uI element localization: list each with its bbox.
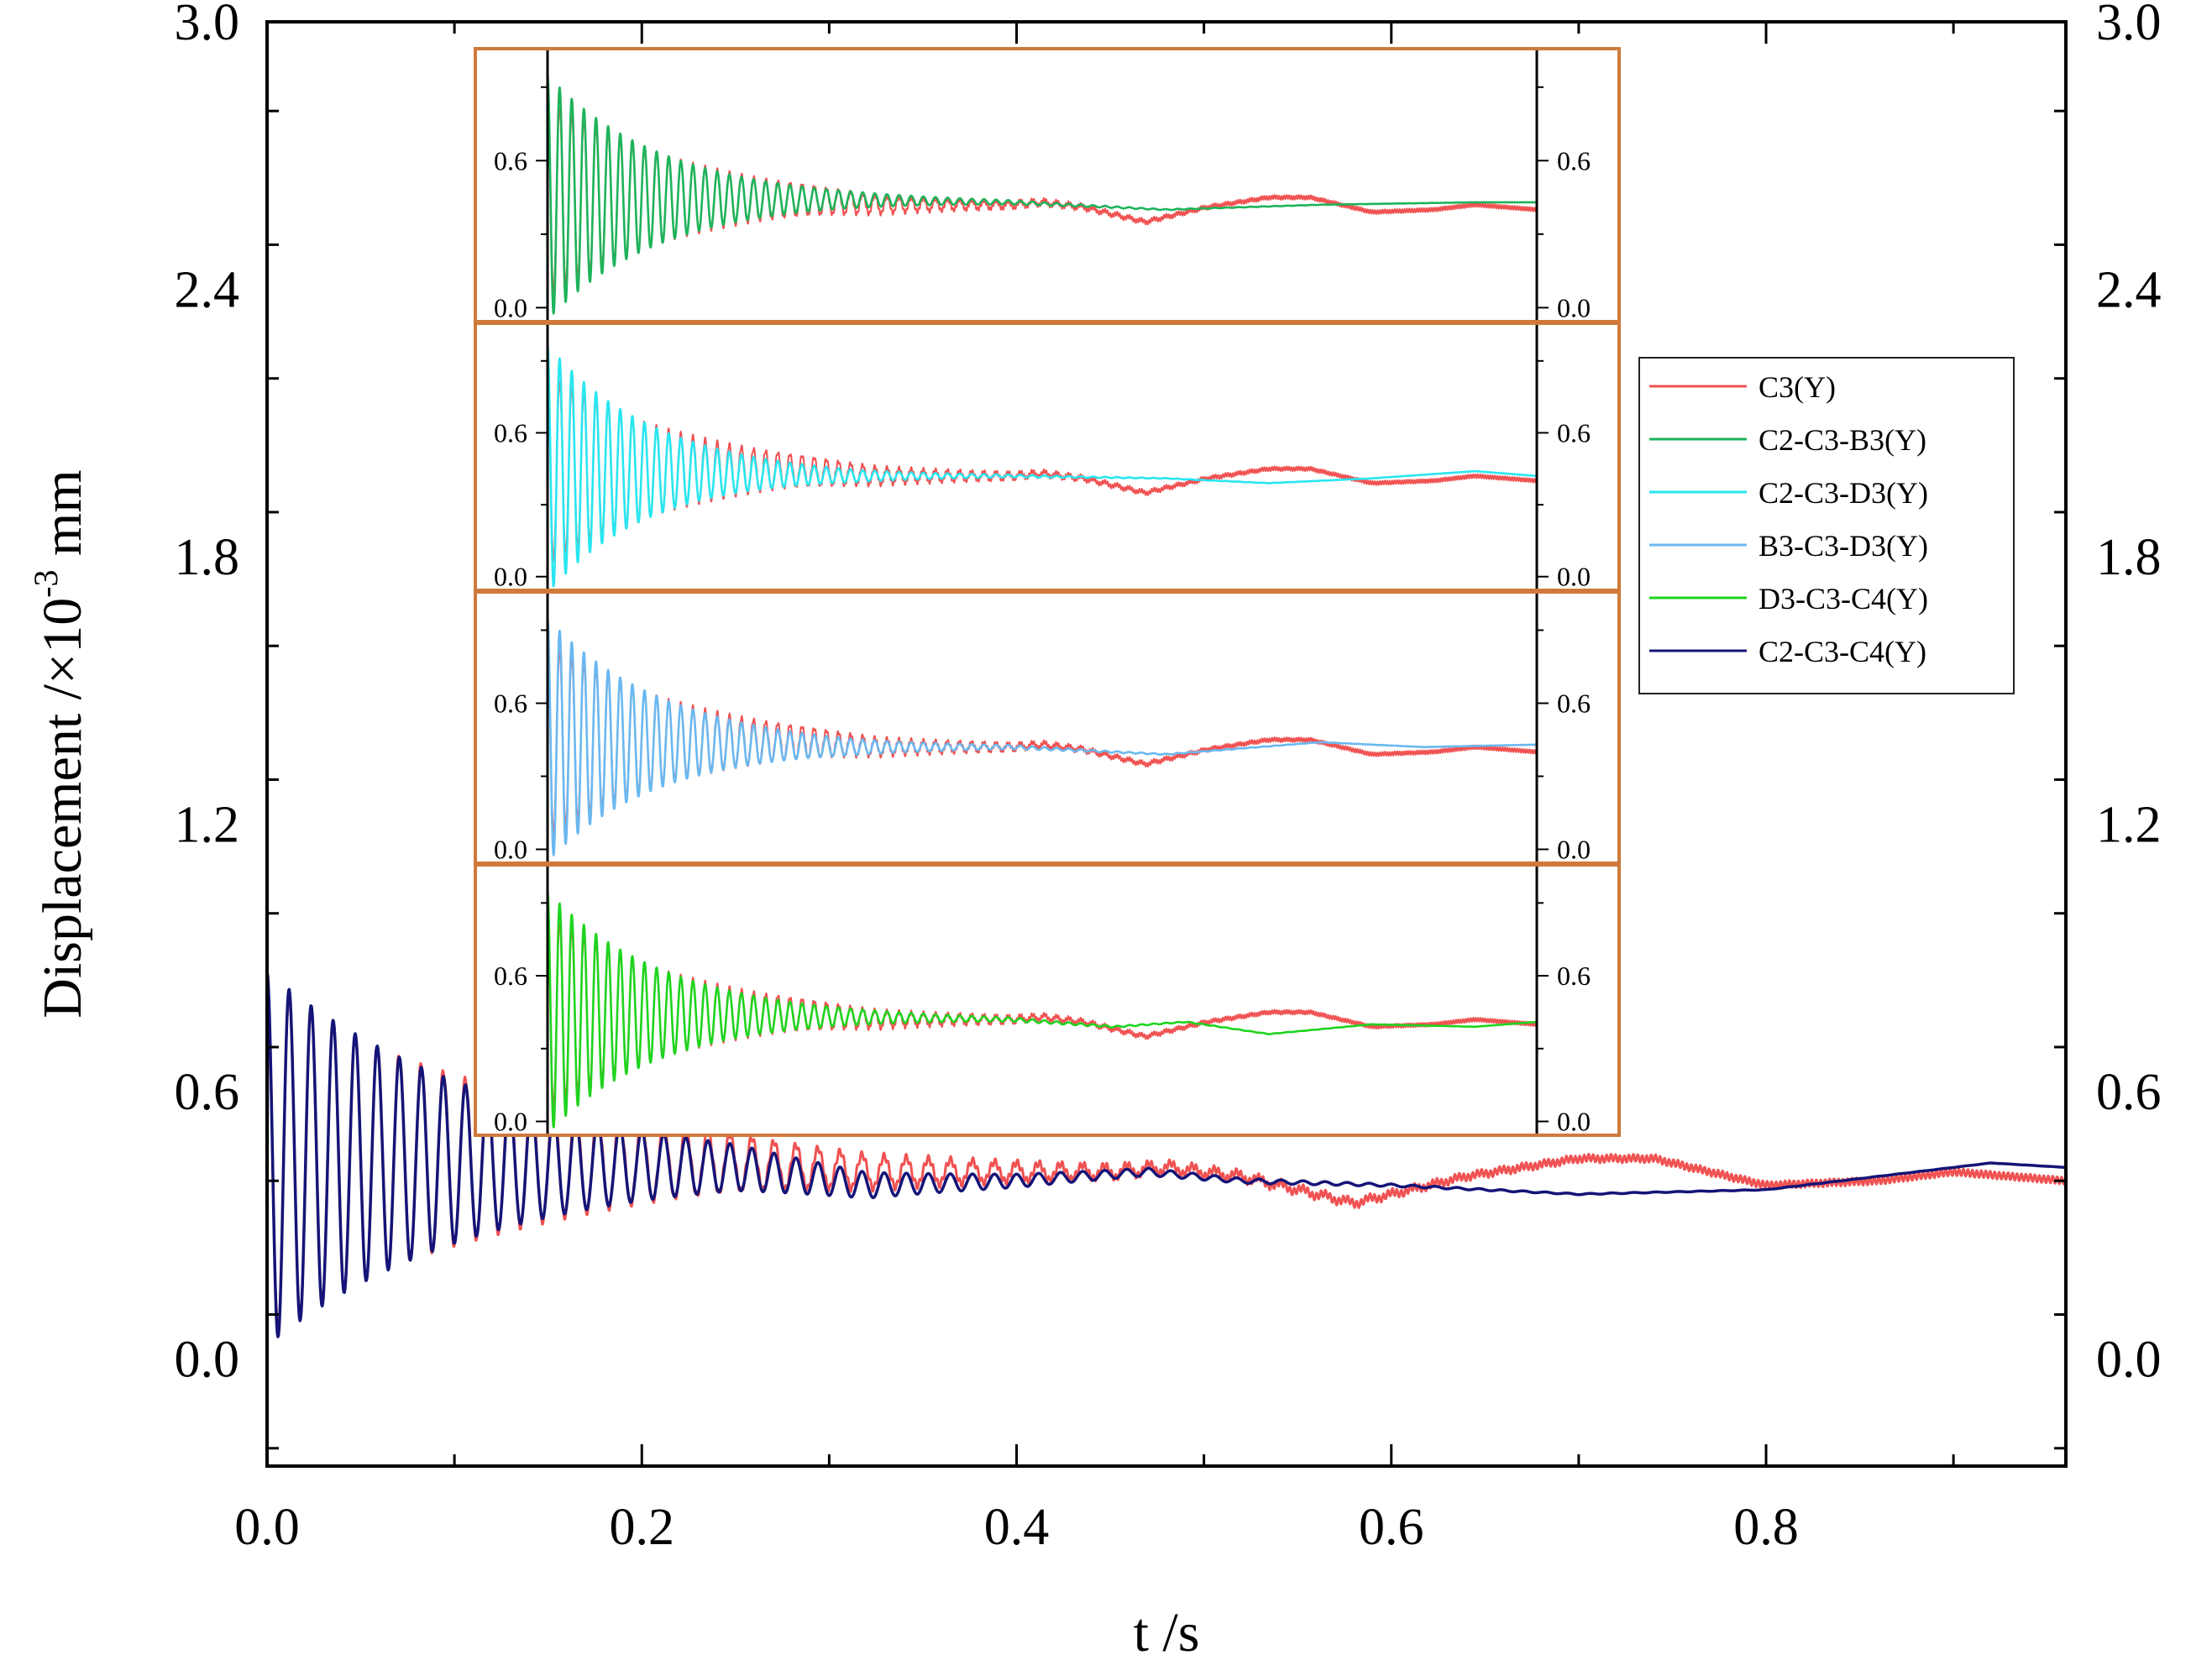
legend: C3(Y) C2-C3-B3(Y) C2-C3-D3(Y) B3-C3-D3(Y) D3…: [1638, 357, 2015, 694]
inset-panel-1: 0.0 0.0 0.6 0.6: [474, 47, 1621, 323]
legend-label: C3(Y): [1759, 370, 1836, 404]
inset-y-tick-label-right: 0.0: [1557, 1107, 1591, 1137]
y-tick-label-right: 1.8: [2096, 529, 2162, 586]
main-series-line-c2-c3-c4-y-: [265, 972, 2068, 1359]
inset-panels: 0.0 0.00.6 0.60.0 0.00.6 0.60.0 0.00.6 0.60.0 0…: [474, 47, 1621, 1137]
y-tick-label-left: 2.4: [175, 262, 240, 319]
y-axis-title-unit: mm: [32, 469, 93, 569]
x-tick-label: 0.8: [1733, 1499, 1799, 1556]
inset-y-tick-label-left: 0.6: [494, 961, 527, 991]
inset-y-tick-label-right: 0.6: [1557, 961, 1591, 991]
inset-y-tick-label-left: 0.6: [494, 145, 527, 175]
inset-y-tick-label-left: 0.6: [494, 417, 527, 448]
legend-label: D3-C3-C4(Y): [1759, 582, 1928, 615]
y-tick-label-right: 1.2: [2096, 797, 2162, 854]
inset-y-tick-label-left: 0.0: [494, 292, 527, 322]
y-axis-title-exponent: -3: [27, 569, 65, 597]
legend-box: [1638, 357, 2015, 694]
legend-label: C2-C3-D3(Y): [1759, 476, 1928, 510]
inset-panel-2: 0.0 0.0 0.6 0.6: [474, 322, 1621, 592]
inset-series-line-c2-c3-d3-y-: [546, 345, 1538, 588]
y-axis-title: Displacement /×10-3 mm: [27, 469, 93, 1018]
legend-label: C2-C3-C4(Y): [1759, 635, 1926, 668]
inset-y-tick-label-right: 0.6: [1557, 689, 1591, 719]
y-tick-label-left: 0.0: [175, 1332, 240, 1389]
y-tick-label-right: 0.6: [2096, 1064, 2162, 1121]
inset-y-tick-label-right: 0.6: [1557, 145, 1591, 175]
inset-y-tick-label-right: 0.6: [1557, 417, 1591, 448]
inset-y-tick-label-right: 0.0: [1557, 292, 1591, 322]
y-tick-label-left: 0.6: [175, 1064, 240, 1121]
y-tick-label-left: 3.0: [175, 0, 240, 51]
x-axis-title: t /s: [1134, 1602, 1200, 1663]
y-tick-label-left: 1.2: [175, 797, 240, 854]
y-tick-label-right: 2.4: [2096, 262, 2162, 319]
x-tick-label: 0.4: [984, 1499, 1050, 1556]
inset-frame: [474, 863, 1621, 1137]
x-tick-label: 0.6: [1359, 1499, 1424, 1556]
main-axis-ticks: 0.0 0.2 0.4 0.6 0.8 0.0 0.0 0.6 0.6 1.2 1.2 1.8 1.8 2…: [175, 0, 2162, 1556]
inset-series-line-b3-c3-d3-y-: [546, 619, 1538, 856]
legend-label: C2-C3-B3(Y): [1759, 423, 1926, 457]
y-tick-label-right: 0.0: [2096, 1332, 2162, 1389]
inset-y-tick-label-left: 0.0: [494, 835, 527, 865]
main-plot-frame: [265, 20, 2068, 1468]
main-series-group: [265, 972, 2068, 1359]
y-tick-label-right: 3.0: [2096, 0, 2162, 51]
inset-y-tick-label-left: 0.0: [494, 562, 527, 592]
inset-y-tick-label-right: 0.0: [1557, 835, 1591, 865]
x-tick-label: 0.2: [610, 1499, 675, 1556]
inset-y-tick-label-right: 0.0: [1557, 562, 1591, 592]
legend-label: B3-C3-D3(Y): [1759, 529, 1928, 563]
inset-panel-3: 0.0 0.0 0.6 0.6: [474, 590, 1621, 865]
x-tick-label: 0.0: [234, 1499, 300, 1556]
inset-series-line-c2-c3-b3-y-: [546, 76, 1538, 315]
inset-panel-4: 0.0 0.0 0.6 0.6: [474, 863, 1621, 1137]
inset-y-tick-label-left: 0.6: [494, 689, 527, 719]
y-tick-label-left: 1.8: [175, 529, 240, 586]
inset-y-tick-label-left: 0.0: [494, 1107, 527, 1137]
inset-series-line-d3-c3-c4-y-: [546, 892, 1538, 1129]
